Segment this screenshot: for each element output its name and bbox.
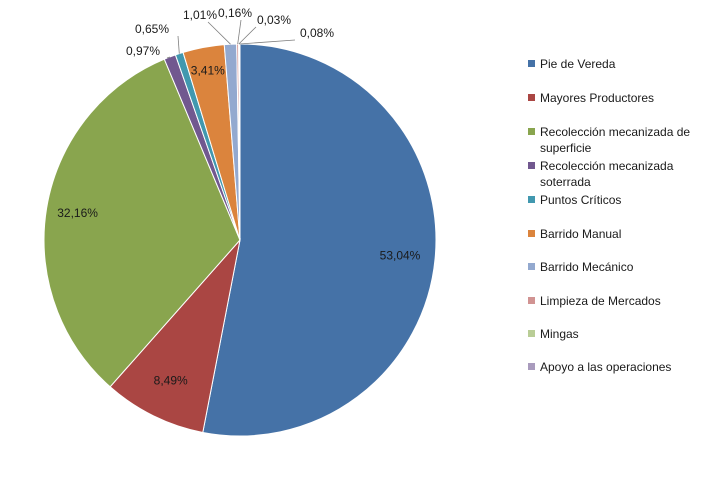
legend-swatch: [528, 330, 535, 337]
data-label-10: 0,08%: [300, 26, 334, 40]
data-label-8: 0,16%: [218, 6, 252, 20]
legend-swatch: [528, 60, 535, 67]
legend-label: Recolección mecanizada de superficie: [540, 125, 691, 155]
legend-label: Recolección mecanizada soterrada: [540, 159, 674, 189]
leader-line-7: [207, 21, 231, 45]
legend-item: Apoyo a las operaciones: [528, 359, 700, 375]
data-label-1: 53,04%: [380, 248, 421, 262]
data-label-7: 1,01%: [183, 8, 217, 22]
legend-swatch: [528, 263, 535, 270]
legend-label: Pie de Vereda: [540, 57, 616, 71]
data-label-5: 0,65%: [135, 22, 169, 36]
legend-label: Barrido Mecánico: [540, 260, 634, 274]
legend-swatch: [528, 94, 535, 101]
legend-swatch: [528, 128, 535, 135]
legend-item: Recolección mecanizada soterrada: [528, 158, 700, 190]
legend-swatch: [528, 162, 535, 169]
data-label-6: 3,41%: [191, 64, 225, 78]
pie-slice-2: [109, 238, 241, 434]
legend-swatch: [528, 196, 535, 203]
legend-item: Mayores Productores: [528, 90, 700, 106]
data-label-3: 32,16%: [57, 206, 98, 220]
legend-item: Puntos Críticos: [528, 192, 700, 208]
legend-label: Mayores Productores: [540, 91, 655, 105]
data-label-9: 0,03%: [257, 13, 291, 27]
data-label-2: 8,49%: [154, 374, 188, 388]
legend-label: Mingas: [540, 327, 579, 341]
leader-line-10: [239, 39, 296, 45]
legend-label: Apoyo a las operaciones: [540, 360, 672, 374]
leader-line-4: [166, 56, 171, 59]
pie-slice-3: [43, 58, 241, 388]
legend-item: Mingas: [528, 326, 700, 342]
leader-line-5: [177, 35, 180, 54]
legend-swatch: [528, 363, 535, 370]
legend-item: Limpieza de Mercados: [528, 293, 700, 309]
leader-line-8: [237, 19, 242, 45]
legend-item: Barrido Manual: [528, 226, 700, 242]
legend-item: Pie de Vereda: [528, 56, 700, 72]
pie-slice-1: [202, 43, 437, 437]
legend-label: Puntos Críticos: [540, 193, 622, 207]
leader-line-9: [238, 26, 257, 45]
legend-swatch: [528, 230, 535, 237]
legend-swatch: [528, 297, 535, 304]
data-label-4: 0,97%: [126, 44, 160, 58]
legend-item: Barrido Mecánico: [528, 259, 700, 275]
legend-item: Recolección mecanizada de superficie: [528, 124, 700, 156]
legend-label: Limpieza de Mercados: [540, 294, 661, 308]
legend-label: Barrido Manual: [540, 227, 622, 241]
